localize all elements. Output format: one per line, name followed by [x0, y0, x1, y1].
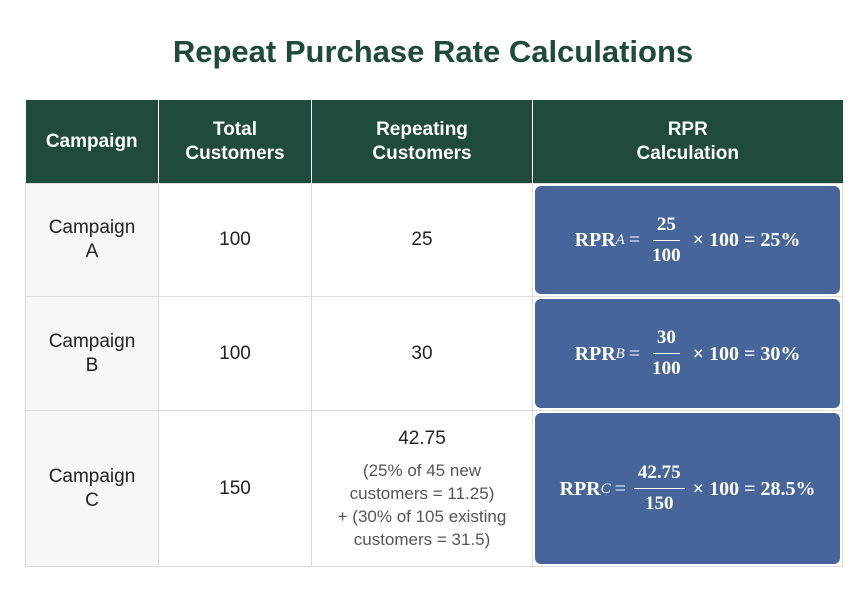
rpr-prefix: RPR — [574, 342, 616, 365]
campaign-cell: Campaign A — [25, 183, 159, 297]
column-header-text: Repeating Customers — [372, 118, 472, 164]
numerator: 25 — [652, 213, 680, 241]
table-row: Campaign C 150 42.75 (25% of 45 new customer… — [25, 410, 843, 567]
numerator: 42.75 — [633, 461, 685, 489]
repeating-cell: 25 — [311, 183, 533, 297]
column-header: Total Customers — [158, 100, 312, 184]
denominator: 100 — [652, 244, 681, 266]
rpr-prefix: RPR — [574, 229, 616, 251]
table-body: Campaign A 100 25 RPR A = 25 100 × 100 = 25% Camp… — [25, 183, 843, 567]
column-header-text: Campaign — [45, 130, 138, 152]
total-customers: 150 — [219, 477, 251, 499]
campaign-name: Campaign C — [48, 465, 136, 511]
numerator: 30 — [652, 326, 680, 354]
total-customers: 100 — [219, 342, 251, 364]
column-header: Campaign — [25, 100, 159, 184]
rpr-cell: RPR C = 42.75 150 × 100 = 28.5% — [532, 410, 843, 567]
rpr-cell: RPR A = 25 100 × 100 = 25% — [532, 183, 843, 297]
repeating-customers: 42.75 — [398, 427, 446, 449]
rpr-formula: RPR C = 42.75 150 × 100 = 28.5% — [535, 413, 840, 564]
repeating-customers: 25 — [411, 229, 433, 250]
note-line: + (30% of 105 existing — [337, 506, 507, 526]
rpr-result: × 100 = 30% — [692, 342, 801, 365]
repeating-cell: 42.75 (25% of 45 new customers = 11.25) + (… — [311, 410, 533, 567]
table-row: Campaign B 100 30 RPR B = 30 100 × 100 = 30% — [25, 296, 843, 411]
title: Repeat Purchase Rate Calculations — [172, 34, 694, 69]
column-header-text: Total Customers — [185, 118, 285, 164]
total-cell: 150 — [158, 410, 312, 567]
rpr-cell: RPR B = 30 100 × 100 = 30% — [532, 296, 843, 411]
header-row: Campaign Total Customers Repeating Custome… — [25, 100, 843, 184]
table: Campaign Total Customers Repeating Custome… — [25, 100, 843, 567]
campaign-name: Campaign A — [48, 217, 136, 262]
total-cell: 100 — [158, 296, 312, 411]
equals: = — [628, 229, 641, 251]
fraction: 42.75 150 — [633, 461, 685, 516]
campaign-cell: Campaign C — [25, 410, 159, 567]
denominator: 150 — [645, 493, 674, 514]
note-line: (25% of 45 new — [362, 460, 482, 480]
equals: = — [614, 477, 626, 500]
repeating-customers: 30 — [411, 342, 433, 364]
total-cell: 100 — [158, 183, 312, 297]
column-header: Repeating Customers — [311, 100, 533, 184]
repeating-note: (25% of 45 new customers = 11.25) + (30% o… — [312, 459, 532, 551]
campaign-cell: Campaign B — [25, 296, 159, 411]
rpr-subscript: B — [615, 345, 625, 362]
rpr-formula: RPR A = 25 100 × 100 = 25% — [535, 186, 840, 294]
fraction: 25 100 — [648, 213, 685, 268]
campaign-name: Campaign B — [48, 330, 136, 376]
rpr-formula: RPR B = 30 100 × 100 = 30% — [535, 299, 840, 408]
denominator: 100 — [652, 358, 681, 379]
repeating-cell: 30 — [311, 296, 533, 411]
rpr-prefix: RPR — [559, 477, 601, 500]
note-line: customers = 11.25) — [349, 483, 495, 503]
column-header-text: RPR Calculation — [636, 118, 739, 164]
fraction: 30 100 — [648, 326, 685, 381]
note-line: customers = 31.5) — [353, 529, 491, 549]
total-customers: 100 — [219, 229, 251, 250]
rpr-result: × 100 = 25% — [692, 229, 801, 251]
rpr-result: × 100 = 28.5% — [692, 477, 816, 500]
rpr-subscript: A — [615, 232, 625, 248]
column-header: RPR Calculation — [532, 100, 843, 184]
rpr-subscript: C — [600, 480, 611, 497]
equals: = — [628, 342, 641, 365]
table-row: Campaign A 100 25 RPR A = 25 100 × 100 = 25% — [25, 183, 843, 297]
